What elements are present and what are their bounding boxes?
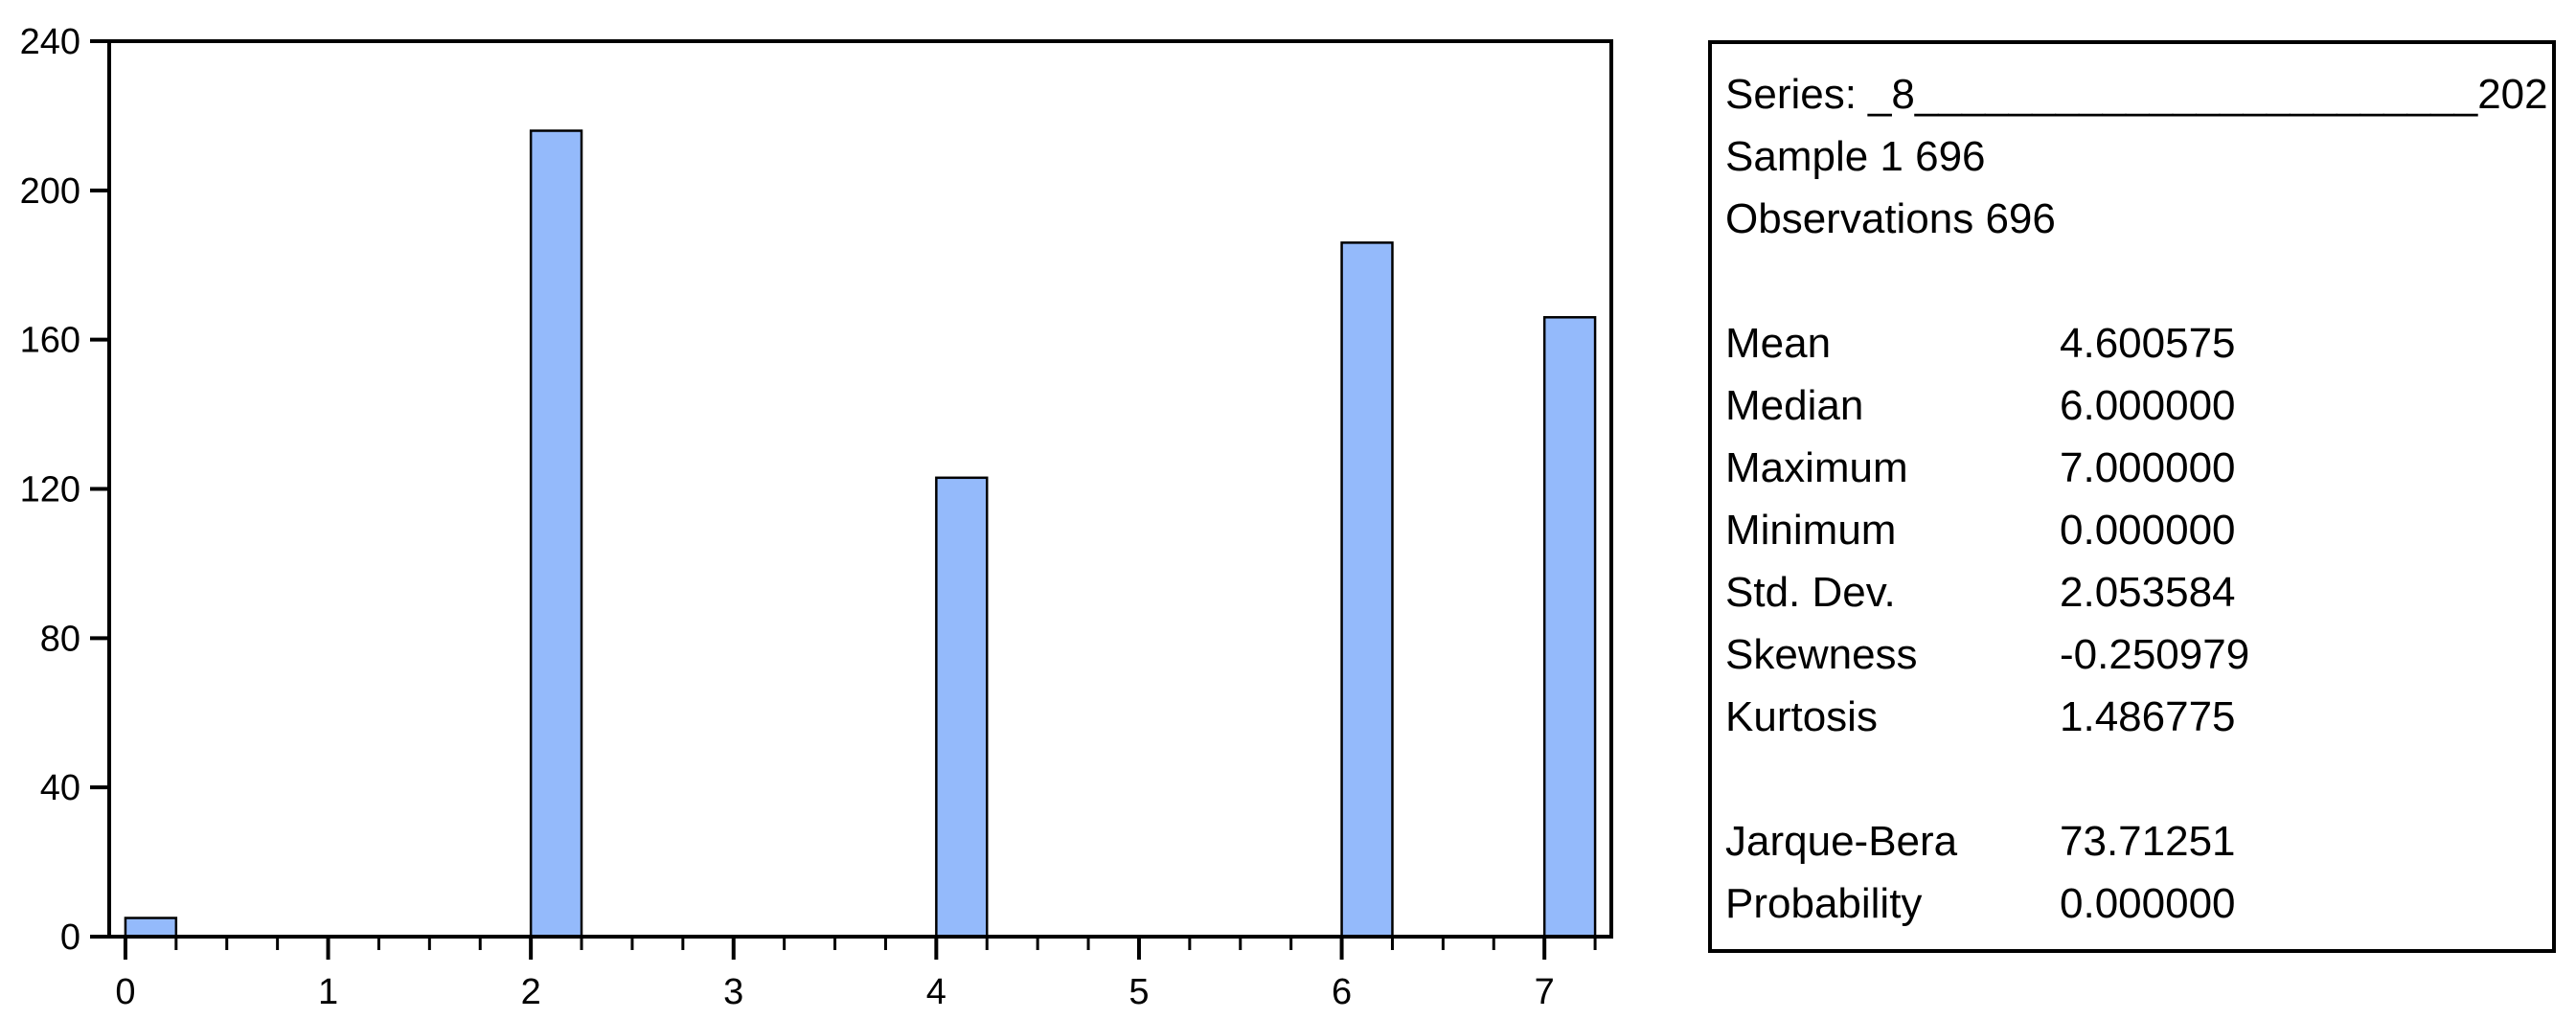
series-row: Series: _8________________________202 xyxy=(1725,63,2548,125)
stat-value: 4.600575 xyxy=(2060,320,2236,367)
sample-row: Sample 1 696 xyxy=(1725,133,1986,180)
stat-label: Probability xyxy=(1725,880,1923,927)
stat-label: Std. Dev. xyxy=(1725,569,1896,616)
stat-row-probability: Probability 0.000000 xyxy=(1725,872,2546,935)
stat-value: 1.486775 xyxy=(2060,693,2236,740)
stat-label: Minimum xyxy=(1725,507,1897,554)
stat-row-maximum: Maximum 7.000000 xyxy=(1725,437,2546,499)
stat-label: Mean xyxy=(1725,320,1832,367)
x-axis-tick-label: 2 xyxy=(521,972,541,1012)
x-axis-tick-label: 6 xyxy=(1332,972,1352,1012)
y-axis-tick-label: 40 xyxy=(40,768,80,808)
x-axis-tick-label: 4 xyxy=(926,972,946,1012)
y-axis-tick-label: 240 xyxy=(20,22,80,62)
stat-value: 0.000000 xyxy=(2060,507,2236,554)
x-axis-tick-label: 3 xyxy=(723,972,743,1012)
statistics-panel: Series: _8________________________202 Sam… xyxy=(1708,40,2556,953)
stat-row-std-dev: Std. Dev. 2.053584 xyxy=(1725,561,2546,623)
histogram-bar xyxy=(1542,316,1597,939)
spacer-row xyxy=(1725,748,2546,810)
stat-row-kurtosis: Kurtosis 1.486775 xyxy=(1725,686,2546,748)
histogram-bar xyxy=(529,129,583,939)
y-axis-tick-label: 0 xyxy=(60,917,80,958)
stat-label: Skewness xyxy=(1725,631,1918,678)
stat-value: 73.71251 xyxy=(2060,818,2236,865)
stat-row-skewness: Skewness -0.250979 xyxy=(1725,623,2546,686)
x-axis-tick-label: 7 xyxy=(1535,972,1555,1012)
y-axis-tick-label: 80 xyxy=(40,619,80,659)
y-axis-tick-label: 200 xyxy=(20,171,80,212)
stat-value: 7.000000 xyxy=(2060,444,2236,491)
stat-row-minimum: Minimum 0.000000 xyxy=(1725,499,2546,561)
stat-label: Kurtosis xyxy=(1725,693,1878,740)
x-axis-tick-label: 1 xyxy=(318,972,338,1012)
spacer-row xyxy=(1725,250,2546,312)
series-label: Series: xyxy=(1725,71,1857,118)
histogram-bar xyxy=(935,476,989,939)
y-axis-tick-label: 160 xyxy=(20,321,80,361)
series-name: _8________________________202 xyxy=(1867,71,2548,118)
stat-label: Jarque-Bera xyxy=(1725,818,1958,865)
stat-row-jarque-bera: Jarque-Bera 73.71251 xyxy=(1725,810,2546,872)
histogram-bar xyxy=(1340,241,1394,939)
stat-label: Median xyxy=(1725,382,1864,429)
histogram-chart: 0 40 80 120 160 200 240 0 1 2 3 4 5 6 7 xyxy=(20,22,1613,1012)
histogram-bar xyxy=(124,917,178,939)
stat-row-median: Median 6.000000 xyxy=(1725,374,2546,437)
stat-value: -0.250979 xyxy=(2060,631,2250,678)
stat-value: 6.000000 xyxy=(2060,382,2236,429)
observations-row: Observations 696 xyxy=(1725,195,2056,242)
stat-label: Maximum xyxy=(1725,444,1908,491)
stat-row-mean: Mean 4.600575 xyxy=(1725,312,2546,374)
stat-value: 0.000000 xyxy=(2060,880,2236,927)
stat-value: 2.053584 xyxy=(2060,569,2236,616)
x-axis-tick-label: 5 xyxy=(1128,972,1149,1012)
x-axis-tick-label: 0 xyxy=(115,972,135,1012)
y-axis-tick-label: 120 xyxy=(20,470,80,510)
